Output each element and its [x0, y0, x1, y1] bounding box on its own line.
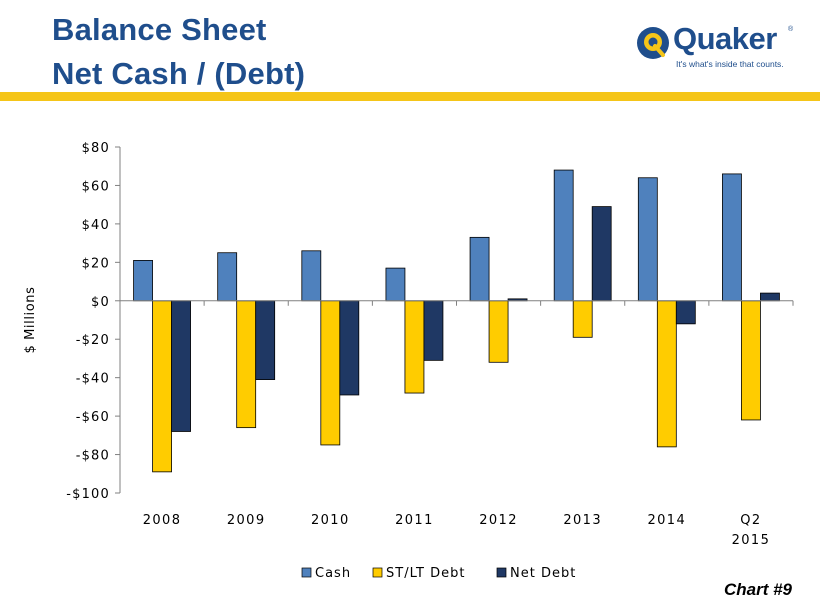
y-tick-label: -$80 — [76, 449, 110, 464]
bar — [320, 300, 341, 446]
bar — [423, 300, 444, 361]
bar — [637, 177, 658, 302]
bar — [152, 300, 172, 473]
bar — [553, 169, 574, 302]
y-tick-label: $40 — [82, 218, 110, 233]
logo-wordmark: Quaker — [673, 21, 777, 56]
bar — [760, 292, 780, 302]
y-tick-label: $60 — [82, 179, 110, 194]
accent-divider — [0, 92, 820, 101]
y-tick-label: -$100 — [66, 487, 110, 502]
y-tick-label: -$60 — [76, 410, 110, 425]
bar — [236, 300, 257, 429]
bar — [385, 267, 406, 302]
bar — [171, 300, 191, 432]
y-tick-label: $0 — [91, 295, 110, 310]
bar — [722, 173, 742, 302]
bar — [217, 252, 238, 302]
bar — [488, 300, 509, 363]
bar — [255, 300, 276, 380]
bar — [469, 236, 490, 302]
y-axis-title: $ Millions — [23, 286, 38, 353]
bar — [741, 300, 761, 421]
x-tick-label: 2012 — [479, 513, 518, 528]
bar — [591, 206, 612, 302]
bar — [675, 300, 696, 325]
legend-swatch — [301, 567, 312, 578]
bar — [133, 260, 153, 302]
logo-tagline: It's what's inside that counts. — [676, 59, 784, 69]
x-tick-label: 2015 — [732, 533, 771, 548]
x-tick-label: 2008 — [143, 513, 182, 528]
bar — [301, 250, 322, 302]
legend-label: Cash — [315, 566, 351, 581]
x-tick-label: Q2 — [740, 513, 761, 528]
x-tick-label: 2010 — [311, 513, 350, 528]
y-tick-label: $80 — [82, 141, 110, 156]
x-tick-label: 2011 — [395, 513, 434, 528]
legend-swatch — [496, 567, 507, 578]
bar — [339, 300, 360, 396]
page-title-line-2: Net Cash / (Debt) — [52, 56, 306, 91]
legend-swatch — [372, 567, 383, 578]
company-logo: Quaker ® It's what's inside that counts. — [636, 21, 796, 70]
x-tick-label: 2014 — [647, 513, 686, 528]
quaker-q-icon — [637, 27, 669, 59]
bar — [404, 300, 425, 394]
y-tick-label: -$20 — [76, 333, 110, 348]
y-tick-label: -$40 — [76, 372, 110, 387]
chart-number: Chart #9 — [723, 580, 792, 599]
y-tick-label: $20 — [82, 256, 110, 271]
x-tick-label: 2009 — [227, 513, 266, 528]
logo-registered-mark: ® — [788, 26, 794, 33]
bar — [572, 300, 593, 338]
page-title-line-1: Balance Sheet — [52, 12, 267, 47]
legend-label: Net Debt — [510, 566, 576, 581]
bar — [656, 300, 677, 448]
x-tick-label: 2013 — [563, 513, 602, 528]
legend-label: ST/LT Debt — [386, 566, 465, 581]
